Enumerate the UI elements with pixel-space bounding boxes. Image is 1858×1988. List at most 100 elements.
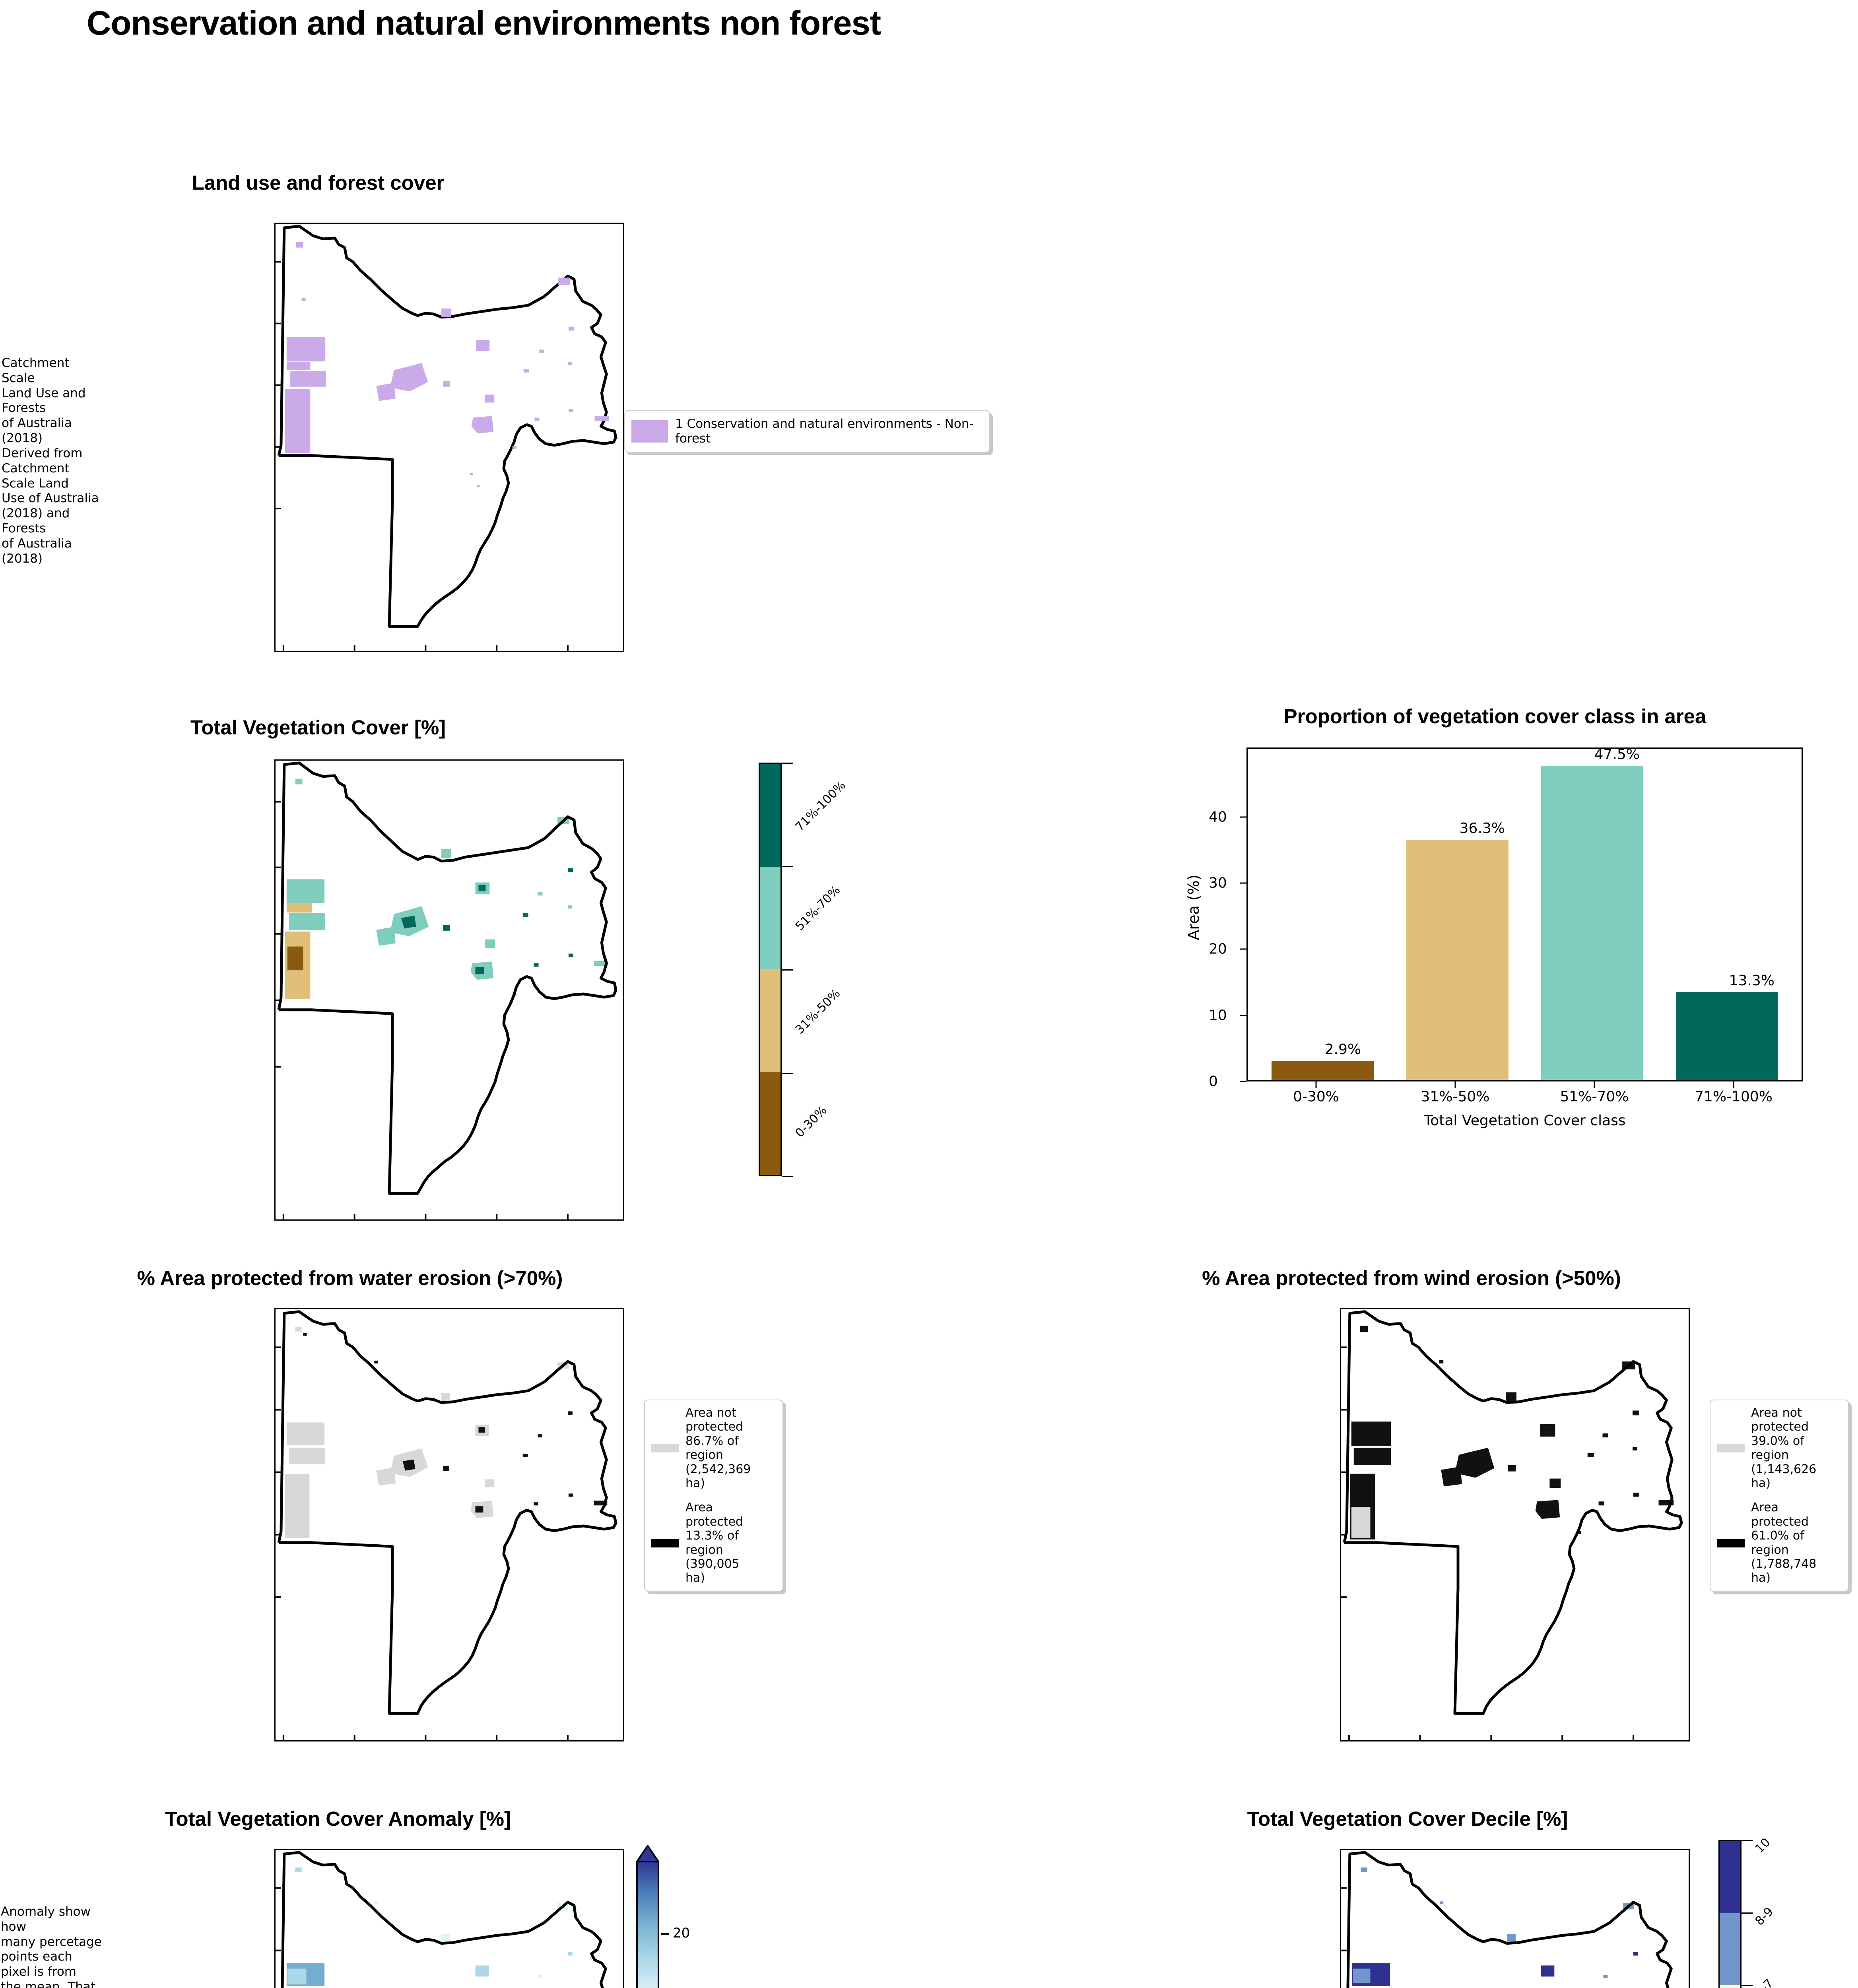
- bar-column[interactable]: 2.9%: [1271, 749, 1374, 1080]
- barchart-xtick-mark: [1454, 1081, 1456, 1088]
- barchart-bars: 2.9% 36.3% 47.5% 13.3%: [1248, 746, 1802, 1080]
- vegcover-colorbar[interactable]: [759, 763, 782, 1176]
- cbar-seg-0-30: [760, 1072, 780, 1175]
- water-erosion-patches: [285, 1326, 608, 1538]
- west-border: [1343, 1313, 1351, 1543]
- vegcover-patches: [285, 779, 608, 999]
- cbar-seg-decile-4-7: [1720, 1985, 1740, 1988]
- anomaly-colorbar-gradient: [636, 1861, 659, 1988]
- catchment-boundary: [283, 1851, 607, 1988]
- bar-value-label: 36.3%: [1459, 820, 1505, 837]
- anomaly-colorbar[interactable]: 20 10 0 −10 −20: [636, 1845, 728, 1988]
- water-legend-text-not-protected: Area not protected 86.7% of region (2,54…: [685, 1406, 751, 1490]
- wind-legend-text-not-protected: Area not protected 39.0% of region (1,14…: [1751, 1406, 1817, 1490]
- barchart-title: Proportion of vegetation cover class in …: [1283, 705, 1707, 728]
- vegcover-colorbar-ticks: [782, 763, 798, 1177]
- decile-panel-title: Total Vegetation Cover Decile [%]: [1247, 1807, 1568, 1830]
- wind-erosion-map-svg: [1341, 1310, 1683, 1740]
- water-erosion-map[interactable]: [274, 1308, 624, 1741]
- catchment-boundary: [1348, 1310, 1683, 1715]
- bar-column[interactable]: 47.5%: [1541, 746, 1644, 1080]
- barchart-ytick-mark: [1240, 948, 1246, 950]
- bar-value-label: 47.5%: [1594, 746, 1640, 763]
- decile-map-svg: [1341, 1851, 1673, 1988]
- vegcover-cbar-label-0-30: 0-30%: [792, 1103, 830, 1140]
- landuse-patches: [285, 242, 609, 487]
- decile-colorbar[interactable]: [1718, 1840, 1742, 1988]
- barchart-ytick-mark: [1240, 816, 1246, 818]
- barchart-xtick-mark: [1733, 1081, 1734, 1088]
- inner-subregion-border: [278, 1541, 418, 1715]
- landuse-map[interactable]: [274, 223, 624, 652]
- anomaly-patches: [286, 1867, 573, 1986]
- cbar-seg-31-50: [760, 969, 780, 1072]
- map-axis-ticks: [276, 801, 569, 1219]
- barchart-xtick-label: 71%-100%: [1695, 1089, 1773, 1105]
- bar[interactable]: [1271, 1060, 1374, 1080]
- bar[interactable]: [1406, 840, 1509, 1080]
- barchart-xtick-mark: [1315, 1081, 1317, 1088]
- cbar-seg-51-70: [760, 866, 780, 969]
- anomaly-panel-title: Total Vegetation Cover Anomaly [%]: [165, 1807, 511, 1830]
- vegetation-proportion-barchart[interactable]: Proportion of vegetation cover class in …: [1177, 705, 1813, 1129]
- barchart-ytick-mark: [1240, 1015, 1246, 1016]
- inner-subregion-border: [1344, 1541, 1483, 1715]
- bar[interactable]: [1541, 765, 1644, 1080]
- anomaly-map[interactable]: [274, 1849, 624, 1988]
- water-legend-text-protected: Area protected 13.3% of region (390,005 …: [685, 1501, 744, 1585]
- water-erosion-legend[interactable]: Area not protected 86.7% of region (2,54…: [644, 1400, 783, 1592]
- vegcover-map[interactable]: [274, 759, 624, 1221]
- decile-colorbar-ticks: [1742, 1840, 1757, 1988]
- water-erosion-map-svg: [276, 1310, 617, 1740]
- west-border: [1346, 1854, 1351, 1988]
- landuse-map-svg: [276, 225, 617, 651]
- vegcover-panel-title: Total Vegetation Cover [%]: [190, 716, 446, 739]
- wind-erosion-panel-title: % Area protected from wind erosion (>50%…: [1202, 1267, 1621, 1289]
- bar-column[interactable]: 36.3%: [1406, 749, 1509, 1080]
- inner-subregion-border: [278, 1008, 418, 1195]
- map-axis-ticks: [276, 261, 569, 651]
- landuse-legend-swatch: [631, 420, 668, 443]
- water-erosion-panel-title: % Area protected from water erosion (>70…: [137, 1267, 563, 1289]
- barchart-ytick-mark: [1240, 882, 1246, 884]
- vegcover-cbar-label-71-100: 71%-100%: [792, 778, 848, 834]
- anomaly-map-svg: [276, 1851, 607, 1988]
- west-border: [277, 227, 286, 456]
- barchart-xlabel: Total Vegetation Cover class: [1424, 1112, 1626, 1129]
- barchart-ylabel: Area (%): [1185, 874, 1202, 940]
- bar[interactable]: [1676, 992, 1778, 1080]
- barchart-xtick-label: 51%-70%: [1560, 1089, 1629, 1105]
- wind-legend-swatch-not-protected: [1717, 1444, 1745, 1453]
- map-axis-ticks: [1341, 1346, 1634, 1740]
- anomaly-colorbar-extend-arrow: [636, 1845, 659, 1862]
- cbar-seg-71-100: [760, 764, 780, 867]
- map-axis-ticks: [1341, 1887, 1347, 1951]
- bar-value-label: 13.3%: [1729, 972, 1775, 989]
- wind-erosion-patches: [1349, 1326, 1674, 1540]
- inner-subregion-border: [278, 454, 418, 628]
- wind-erosion-legend[interactable]: Area not protected 39.0% of region (1,14…: [1710, 1400, 1849, 1592]
- barchart-xtick-label: 0-30%: [1293, 1089, 1339, 1105]
- anomaly-tick-20: 20: [673, 1925, 690, 1941]
- landuse-legend-label: 1 Conservation and natural environments …: [675, 417, 974, 446]
- vegcover-map-svg: [276, 761, 617, 1219]
- wind-erosion-map[interactable]: [1340, 1308, 1690, 1741]
- decile-map[interactable]: [1340, 1849, 1690, 1988]
- water-legend-swatch-protected: [651, 1538, 679, 1547]
- wind-legend-text-protected: Area protected 61.0% of region (1,788,74…: [1751, 1501, 1817, 1585]
- page-title: Conservation and natural environments no…: [87, 4, 881, 42]
- catchment-boundary: [283, 761, 617, 1195]
- west-border: [281, 1854, 286, 1988]
- bar-value-label: 2.9%: [1324, 1041, 1361, 1058]
- landuse-source-note: Catchment Scale Land Use and Forests of …: [2, 356, 99, 566]
- landuse-legend[interactable]: 1 Conservation and natural environments …: [624, 410, 990, 453]
- catchment-boundary: [283, 1310, 617, 1715]
- barchart-plot-area: 2.9% 36.3% 47.5% 13.3%: [1246, 746, 1803, 1081]
- map-axis-ticks: [276, 1887, 281, 1951]
- water-legend-swatch-not-protected: [651, 1444, 679, 1453]
- barchart-xtick-mark: [1594, 1081, 1595, 1088]
- bar-column[interactable]: 13.3%: [1676, 749, 1778, 1080]
- cbar-seg-decile-10: [1720, 1841, 1740, 1913]
- map-axis-ticks: [276, 1346, 569, 1740]
- decile-patches: [1352, 1867, 1638, 1986]
